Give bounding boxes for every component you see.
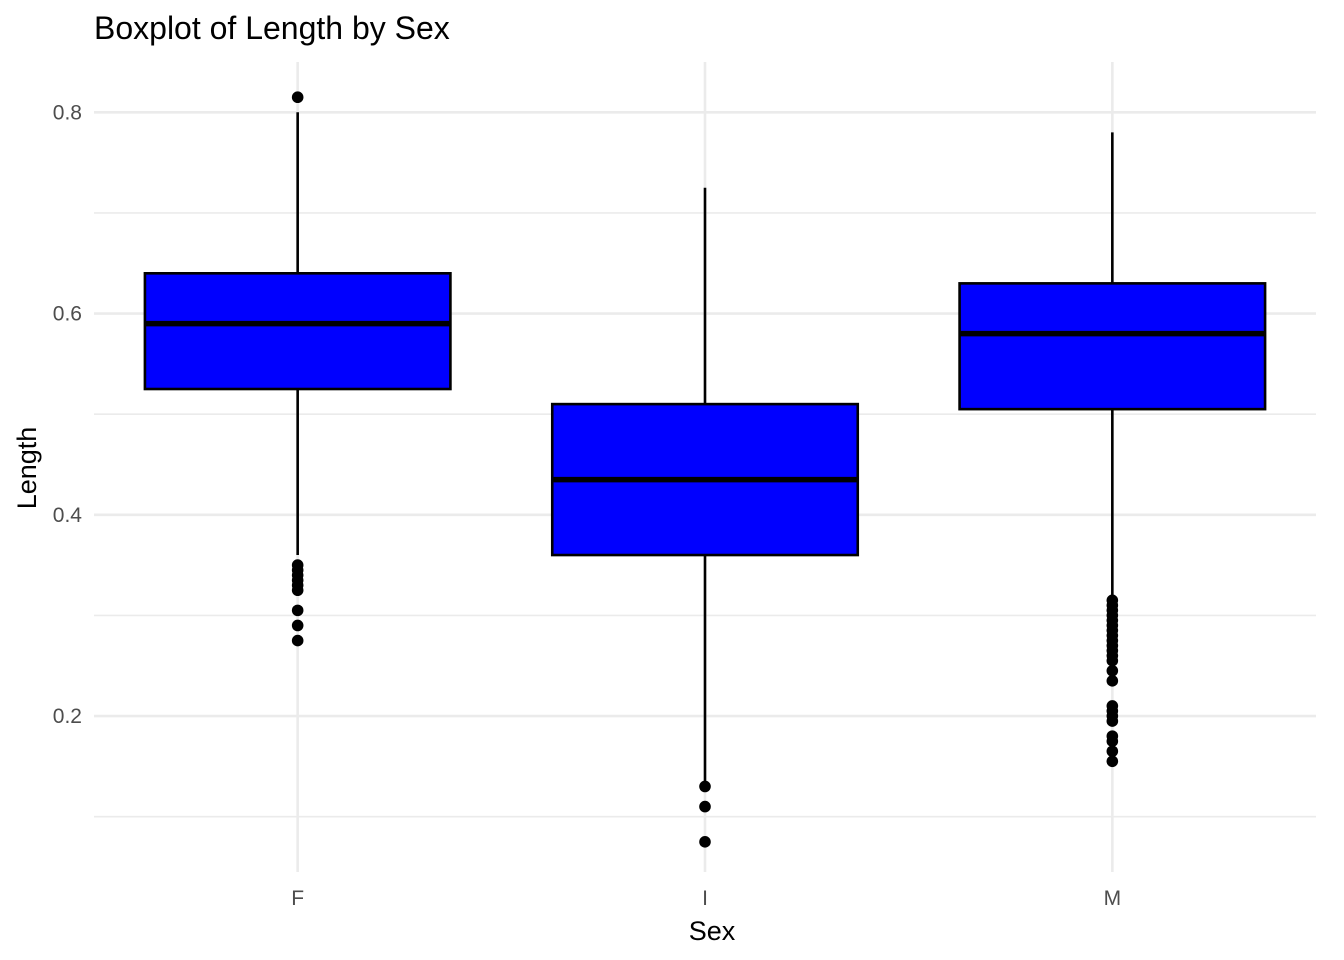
x-tick-label: M (1104, 887, 1122, 910)
outlier-point (1106, 745, 1119, 758)
boxplot-series (143, 91, 1267, 848)
axis-ticks: 0.2 0.4 0.6 0.8 F I M (53, 101, 1121, 910)
box-iqr (143, 272, 452, 391)
x-axis-title: Sex (689, 916, 736, 946)
x-tick-label: F (291, 887, 304, 910)
outlier-point (1106, 675, 1119, 687)
box-group-i (550, 187, 860, 848)
outlier-point (1106, 755, 1119, 768)
y-tick-label: 0.2 (53, 705, 82, 728)
box-group-f (143, 91, 452, 647)
outlier-point (1106, 735, 1119, 747)
outlier-point (699, 836, 711, 848)
y-axis-title: Length (12, 427, 42, 510)
outlier-point (699, 800, 711, 813)
outlier-point (291, 604, 304, 617)
outlier-point (699, 780, 711, 793)
x-tick-label: I (702, 887, 708, 910)
outlier-point (1106, 654, 1119, 667)
outlier-point (291, 634, 304, 647)
outlier-point (1106, 715, 1119, 727)
box-group-m (958, 132, 1267, 768)
y-tick-label: 0.6 (53, 303, 82, 326)
outlier-point (291, 584, 304, 597)
outlier-point (1106, 664, 1119, 677)
chart-title: Boxplot of Length by Sex (94, 10, 450, 46)
y-tick-label: 0.4 (53, 504, 83, 527)
box-iqr (958, 282, 1267, 411)
outlier-point (291, 619, 304, 632)
y-tick-label: 0.8 (53, 101, 82, 124)
outlier-point (291, 91, 304, 104)
